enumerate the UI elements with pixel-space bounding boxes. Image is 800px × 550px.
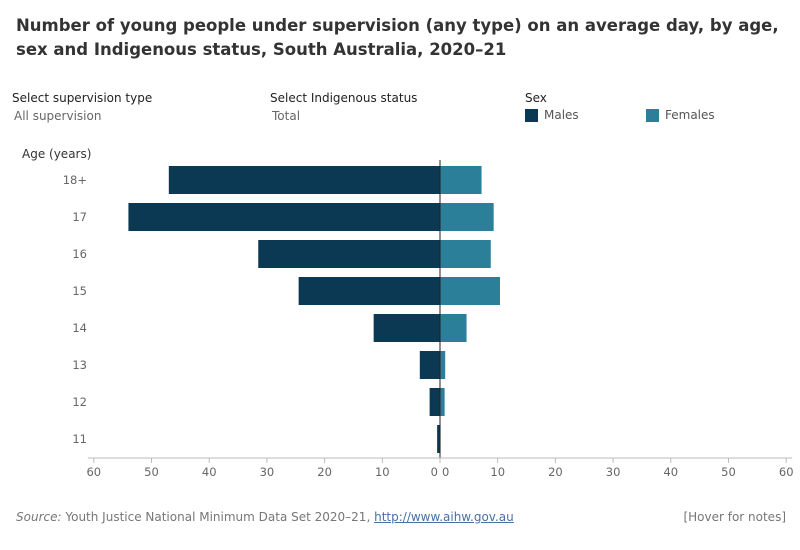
legend-label-females: Females	[665, 108, 715, 122]
y-tick-label: 17	[72, 210, 87, 224]
x-tick-label: 40	[202, 465, 217, 479]
legend-swatch-females	[646, 108, 659, 122]
chart-title: Number of young people under supervision…	[16, 16, 779, 59]
y-tick-label: 15	[72, 284, 87, 298]
y-tick-label: 14	[72, 321, 87, 335]
x-tick-label: 0	[442, 465, 449, 479]
legend-item-males[interactable]: Males	[525, 108, 579, 122]
y-tick-label: 11	[72, 432, 87, 446]
bar-females-12	[440, 388, 445, 416]
x-tick-label: 50	[144, 465, 159, 479]
indigenous-status-label: Select Indigenous status	[270, 91, 418, 105]
bar-males-16	[258, 240, 440, 268]
y-tick-label: 12	[72, 395, 87, 409]
x-tick-label: 30	[260, 465, 275, 479]
supervision-type-value[interactable]: All supervision	[14, 109, 102, 123]
bar-females-17	[440, 203, 494, 231]
y-tick-label: 18+	[63, 173, 87, 187]
hover-notes[interactable]: [Hover for notes]	[683, 510, 786, 524]
y-axis-title: Age (years)	[22, 147, 91, 161]
supervision-type-label: Select supervision type	[12, 91, 153, 105]
x-tick-label: 60	[779, 465, 794, 479]
legend-label-males: Males	[544, 108, 579, 122]
bar-males-13	[419, 351, 440, 379]
bar-males-14	[373, 314, 440, 342]
bar-males-11	[437, 425, 440, 453]
bar-females-14	[440, 314, 467, 342]
bar-males-15	[298, 277, 440, 305]
bar-females-18+	[440, 166, 482, 194]
supervision-type-filter[interactable]: Select supervision type All supervision	[12, 91, 152, 123]
x-tick-label: 20	[317, 465, 332, 479]
legend-swatch-males	[525, 108, 538, 122]
x-tick-label: 10	[490, 465, 505, 479]
indigenous-status-filter[interactable]: Select Indigenous status Total	[270, 91, 417, 123]
bar-females-15	[440, 277, 501, 305]
butterfly-bar-chart: Age (years) 18+ 17 16 15 14 13 12 11 60 50 40 30 20…	[22, 147, 794, 479]
bar-females-13	[440, 351, 446, 379]
x-tick-label: 30	[606, 465, 621, 479]
x-tick-label: 50	[721, 465, 736, 479]
y-tick-label: 13	[72, 358, 87, 372]
x-tick-label: 10	[375, 465, 390, 479]
bar-males-18+	[168, 166, 440, 194]
x-tick-label: 40	[663, 465, 678, 479]
legend-title: Sex	[525, 91, 547, 105]
x-tick-label: 60	[86, 465, 101, 479]
source-note: Source: Youth Justice National Minimum D…	[16, 510, 514, 524]
source-prefix: Source:	[16, 510, 62, 524]
x-tick-label: 0	[431, 465, 438, 479]
y-tick-label: 16	[72, 247, 87, 261]
x-tick-label: 20	[548, 465, 563, 479]
bar-females-16	[440, 240, 491, 268]
source-text: Youth Justice National Minimum Data Set …	[65, 510, 371, 524]
indigenous-status-value[interactable]: Total	[272, 109, 301, 123]
legend-item-females[interactable]: Females	[646, 108, 715, 122]
bar-males-12	[429, 388, 440, 416]
source-link[interactable]: http://www.aihw.gov.au	[374, 510, 514, 524]
bar-males-17	[128, 203, 441, 231]
